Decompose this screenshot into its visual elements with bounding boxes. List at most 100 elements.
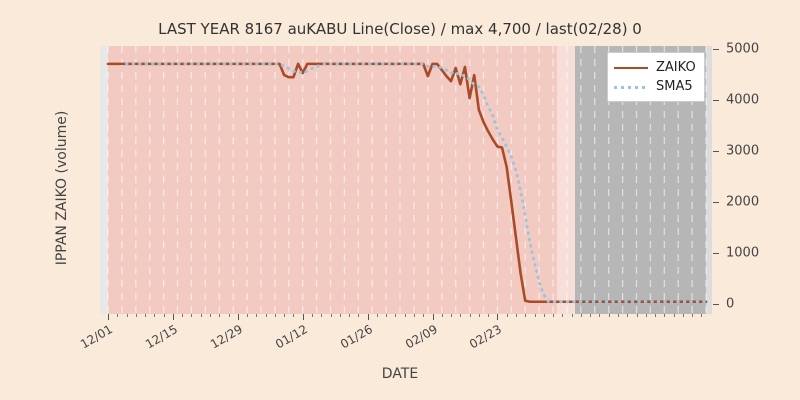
x-tick-minor: [126, 314, 128, 317]
x-tick-minor: [617, 314, 619, 317]
x-tick-minor: [692, 314, 694, 317]
x-tick-minor: [404, 314, 406, 317]
y-tick-label: 2000: [726, 194, 760, 210]
x-tick-minor: [664, 314, 666, 317]
x-tick-mark: [302, 314, 304, 320]
x-tick-minor: [321, 314, 323, 317]
x-tick-minor: [312, 314, 313, 317]
x-tick-minor: [590, 314, 592, 317]
x-tick-label: 02/23: [467, 322, 505, 352]
x-tick-minor: [414, 314, 415, 317]
x-tick-minor: [553, 314, 554, 317]
x-tick-minor: [154, 314, 156, 317]
y-tick-mark: [713, 303, 719, 305]
x-tick-minor: [210, 314, 211, 317]
x-tick-label: 01/12: [272, 322, 310, 352]
x-tick-mark: [237, 314, 239, 320]
x-tick-mark: [108, 314, 109, 320]
x-tick-minor: [655, 314, 656, 317]
y-tick-mark: [713, 48, 719, 50]
x-tick-minor: [274, 314, 276, 317]
legend-swatch-zaiko-icon: [614, 62, 648, 74]
y-tick-mark: [713, 252, 719, 254]
x-tick-minor: [562, 314, 564, 317]
x-tick-mark: [172, 314, 174, 320]
y-tick-mark: [713, 99, 719, 101]
x-tick-minor: [135, 314, 137, 317]
x-tick-label: 01/26: [337, 322, 375, 352]
legend-swatch-sma5-icon: [614, 81, 648, 93]
x-tick-minor: [182, 314, 184, 317]
x-tick-minor: [358, 314, 360, 317]
x-tick-mark: [432, 314, 434, 320]
x-tick-minor: [682, 314, 684, 317]
x-tick-minor: [349, 314, 351, 317]
x-tick-minor: [200, 314, 202, 317]
x-tick-minor: [636, 314, 638, 317]
x-tick-minor: [571, 314, 573, 317]
y-tick-label: 5000: [726, 41, 760, 57]
x-tick-minor: [701, 314, 703, 317]
grid-lines: [107, 46, 707, 314]
x-tick-minor: [163, 314, 165, 317]
x-tick-minor: [673, 314, 675, 317]
x-tick-minor: [441, 314, 443, 317]
x-tick-minor: [284, 314, 286, 317]
legend-item-zaiko[interactable]: ZAIKO: [614, 58, 696, 77]
x-tick-minor: [488, 314, 490, 317]
x-tick-minor: [608, 314, 610, 317]
y-axis-label: IPPAN ZAIKO (volume): [54, 110, 70, 266]
x-tick-minor: [645, 314, 647, 317]
x-tick-minor: [515, 314, 517, 317]
series-line-sma5: [125, 62, 708, 304]
x-tick-minor: [145, 314, 147, 317]
y-tick-mark: [713, 150, 719, 152]
x-tick-minor: [423, 314, 425, 317]
chart-title: LAST YEAR 8167 auKABU Line(Close) / max …: [158, 20, 642, 38]
x-tick-minor: [117, 314, 119, 317]
x-tick-minor: [543, 314, 545, 317]
x-tick-minor: [580, 314, 582, 317]
y-tick-label: 3000: [726, 143, 760, 159]
y-tick-label: 1000: [726, 245, 760, 261]
x-tick-label: 02/09: [402, 322, 440, 352]
y-tick-mark: [713, 201, 719, 203]
x-tick-minor: [627, 314, 629, 317]
x-tick-minor: [525, 314, 527, 317]
background-region-transition: [557, 46, 575, 314]
y-tick-label: 4000: [726, 92, 760, 108]
series-lines: [106, 62, 708, 304]
x-tick-minor: [376, 314, 378, 317]
x-tick-minor: [339, 314, 341, 317]
x-tick-minor: [247, 314, 249, 317]
x-tick-minor: [191, 314, 193, 317]
x-tick-minor: [599, 314, 601, 317]
x-tick-mark: [497, 314, 499, 320]
x-tick-minor: [256, 314, 258, 317]
x-tick-mark: [367, 314, 369, 320]
x-tick-minor: [228, 314, 230, 317]
x-tick-minor: [330, 314, 332, 317]
x-tick-minor: [506, 314, 508, 317]
legend-label-zaiko: ZAIKO: [656, 60, 696, 75]
x-tick-label: 12/01: [78, 322, 115, 352]
legend-item-sma5[interactable]: SMA5: [614, 77, 696, 96]
x-tick-minor: [534, 314, 536, 317]
x-tick-minor: [478, 314, 480, 317]
x-tick-minor: [469, 314, 471, 317]
y-tick-label: 0: [726, 296, 735, 312]
legend-label-sma5: SMA5: [656, 79, 693, 94]
x-tick-minor: [395, 314, 397, 317]
x-tick-label: 12/15: [142, 322, 180, 352]
x-tick-minor: [219, 314, 221, 317]
x-tick-minor: [451, 314, 452, 317]
x-tick-label: 12/29: [207, 322, 245, 352]
background-region-trailing: [706, 46, 712, 314]
x-tick-minor: [386, 314, 388, 317]
x-axis-label: DATE: [381, 366, 419, 382]
x-tick-minor: [460, 314, 462, 317]
x-tick-minor: [265, 314, 267, 317]
x-tick-minor: [293, 314, 295, 317]
legend[interactable]: ZAIKO SMA5: [607, 52, 705, 102]
